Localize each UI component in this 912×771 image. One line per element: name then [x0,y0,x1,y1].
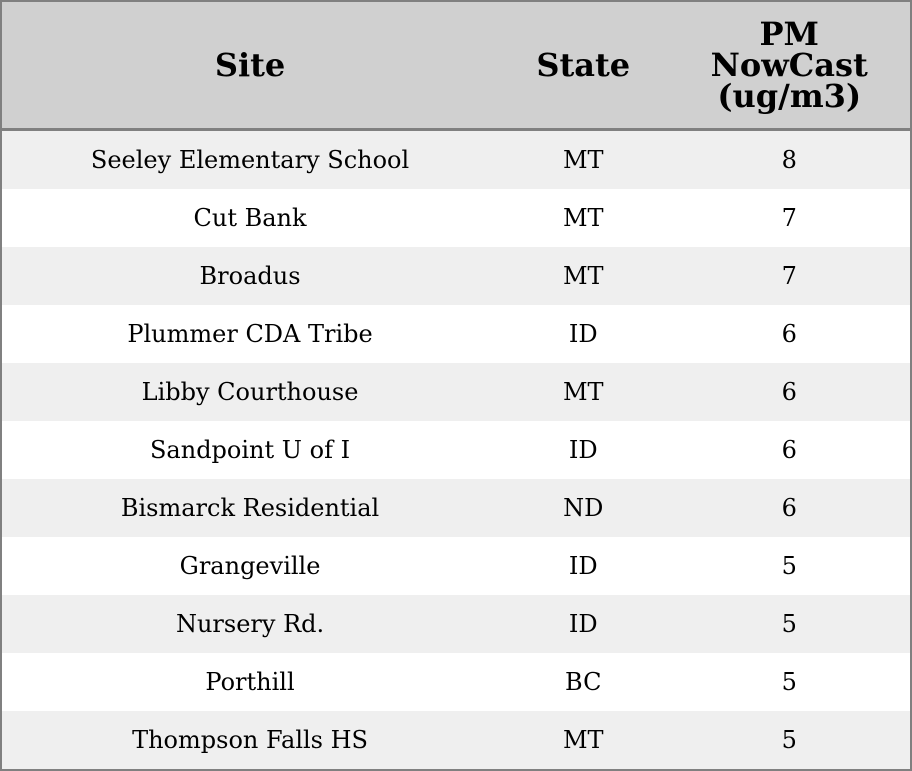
table-row: Libby Courthouse MT 6 [1,363,911,421]
state-cell: ND [563,494,604,522]
header-line: NowCast [710,45,868,84]
header-pm-nowcast: PM NowCast (ug/m3) [668,1,911,131]
pm-value-cell: 5 [781,726,797,754]
pm-value-cell: 6 [781,494,797,522]
table-row: Nursery Rd. ID 5 [1,595,911,653]
state-cell: ID [568,610,598,638]
table-row: Broadus MT 7 [1,247,911,305]
state-cell: MT [562,726,604,754]
state-cell: MT [562,204,604,232]
site-cell: Plummer CDA Tribe [127,320,373,348]
state-cell: BC [565,668,602,696]
table-row: Cut Bank MT 7 [1,189,911,247]
table-row: Sandpoint U of I ID 6 [1,421,911,479]
header-line: PM [759,14,819,53]
header-row: Site State PM NowCast (ug/m3) [1,1,911,131]
site-cell: Porthill [205,668,295,696]
state-cell: ID [568,552,598,580]
table-row: Bismarck Residential ND 6 [1,479,911,537]
table-row: Porthill BC 5 [1,653,911,711]
pm-value-cell: 6 [781,436,797,464]
state-cell: MT [562,378,604,406]
header-site: Site [1,1,499,131]
table-row: Thompson Falls HS MT 5 [1,711,911,770]
site-cell: Bismarck Residential [120,494,380,522]
pm-value-cell: 5 [781,610,797,638]
site-cell: Seeley Elementary School [90,146,410,174]
site-cell: Broadus [199,262,301,290]
header-state: State [498,1,669,131]
header-line: (ug/m3) [717,76,862,115]
site-cell: Grangeville [179,552,321,580]
site-cell: Nursery Rd. [175,610,325,638]
site-cell: Cut Bank [193,204,307,232]
pm-value-cell: 5 [781,668,797,696]
site-cell: Sandpoint U of I [149,436,351,464]
state-cell: MT [562,146,604,174]
pm-value-cell: 6 [781,378,797,406]
pm-value-cell: 7 [781,204,797,232]
site-cell: Thompson Falls HS [132,726,368,754]
state-cell: MT [562,262,604,290]
state-cell: ID [568,320,598,348]
table-row: Plummer CDA Tribe ID 6 [1,305,911,363]
table-row: Grangeville ID 5 [1,537,911,595]
state-cell: ID [568,436,598,464]
pm-value-cell: 8 [781,146,797,174]
pm-value-cell: 5 [781,552,797,580]
table-row: Seeley Elementary School MT 8 [1,129,911,189]
pm-value-cell: 7 [781,262,797,290]
site-cell: Libby Courthouse [141,378,359,406]
pm-value-cell: 6 [781,320,797,348]
